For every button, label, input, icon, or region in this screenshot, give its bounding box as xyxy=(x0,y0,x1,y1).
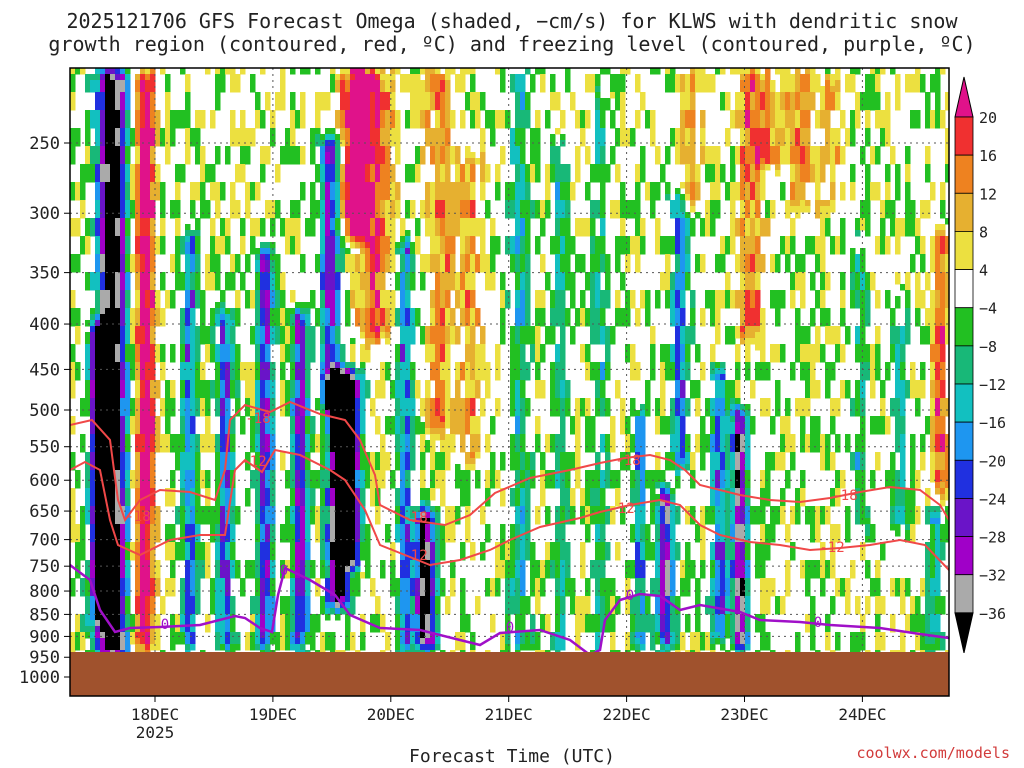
contour-dgz xyxy=(70,448,949,571)
colorbar-box xyxy=(954,192,974,232)
contour-label-red: -18 xyxy=(615,453,640,469)
colorbar-label: −24 xyxy=(979,490,1006,508)
colorbar-label: 4 xyxy=(979,262,988,280)
contour-label-red: -18 xyxy=(402,510,427,526)
x-tick-label: 24DEC xyxy=(838,705,886,724)
y-tick-label: 1000 xyxy=(19,668,60,688)
x-tick-label: 20DEC xyxy=(367,705,415,724)
x-tick-label: 21DEC xyxy=(485,705,533,724)
x-year-label: 2025 xyxy=(136,723,175,742)
chart-title-line2: growth region (contoured, red, ºC) and f… xyxy=(48,32,976,56)
contour-label-red: -18 xyxy=(125,509,150,525)
x-tick-label: 23DEC xyxy=(720,705,768,724)
contour-label-purple: 0 xyxy=(506,620,514,636)
y-tick-label: 850 xyxy=(29,605,60,625)
y-tick-label: 900 xyxy=(29,627,60,647)
y-tick-label: 750 xyxy=(29,557,60,577)
y-tick-label: 250 xyxy=(29,134,60,154)
x-tick-label: 18DEC xyxy=(131,705,179,724)
y-tick-label: 550 xyxy=(29,438,60,458)
contour-label-red: -12 xyxy=(609,501,634,517)
y-tick-label: 600 xyxy=(29,471,60,491)
colorbar-label: −8 xyxy=(979,338,997,356)
contour-label-red: -18 xyxy=(245,411,270,427)
contour-label-purple: 0 xyxy=(814,615,822,631)
x-tick-label: 19DEC xyxy=(249,705,297,724)
colorbar-box xyxy=(954,383,974,423)
credit-link[interactable]: coolwx.com/models xyxy=(856,744,1010,762)
colorbar-label: −32 xyxy=(979,567,1006,585)
contour-label-red: -12 xyxy=(241,454,266,470)
colorbar-label: −12 xyxy=(979,376,1006,394)
ground-terrain xyxy=(70,652,949,696)
y-tick-label: 400 xyxy=(29,315,60,335)
colorbar-label: 20 xyxy=(979,109,997,127)
contour-label-purple: 0 xyxy=(161,617,169,633)
colorbar-box xyxy=(954,154,974,194)
colorbar-box xyxy=(954,536,974,576)
contour-label-purple: 0 xyxy=(280,563,288,579)
contour-label-purple: 0 xyxy=(626,588,634,604)
y-tick-label: 650 xyxy=(29,502,60,522)
colorbar-top-arrow xyxy=(954,76,974,118)
colorbar-label: −20 xyxy=(979,452,1006,470)
colorbar-label: 16 xyxy=(979,147,997,165)
contour-label-red: -18 xyxy=(832,488,857,504)
colorbar-label: −16 xyxy=(979,414,1006,432)
y-tick-label: 300 xyxy=(29,204,60,224)
x-tick-label: 22DEC xyxy=(603,705,651,724)
colorbar-label: 8 xyxy=(979,223,988,241)
colorbar-box xyxy=(954,231,974,270)
contour-freezing-level xyxy=(70,564,949,657)
colorbar-label: −36 xyxy=(979,605,1006,623)
colorbar-box xyxy=(954,459,974,499)
y-tick-label: 700 xyxy=(29,531,60,551)
y-tick-label: 350 xyxy=(29,264,60,284)
y-tick-label: 450 xyxy=(29,360,60,380)
colorbar-label: 12 xyxy=(979,185,997,203)
colorbar-box xyxy=(954,574,974,614)
colorbar-box xyxy=(954,116,974,156)
colorbar-box xyxy=(954,307,974,347)
contour-label-red: -12 xyxy=(819,540,844,556)
contour-dgz xyxy=(70,400,949,527)
plot-frame xyxy=(69,67,950,697)
colorbar-box xyxy=(954,421,974,461)
y-tick-label: 950 xyxy=(29,648,60,668)
x-axis-title: Forecast Time (UTC) xyxy=(409,746,615,767)
y-tick-label: 800 xyxy=(29,582,60,602)
plot-area: -18 -18 -12 -18 -12 -18 -12 -18 -12 0 0 0 0 0 xyxy=(70,68,949,696)
contour-label-red: -12 xyxy=(402,548,427,564)
colorbar-label: −28 xyxy=(979,529,1006,547)
colorbar-box xyxy=(954,498,974,537)
colorbar-box xyxy=(954,269,974,309)
y-tick-label: 500 xyxy=(29,401,60,421)
colorbar-box xyxy=(954,345,974,385)
chart-title-line1: 2025121706 GFS Forecast Omega (shaded, −… xyxy=(66,9,958,33)
colorbar-label: −4 xyxy=(979,300,997,318)
colorbar-bottom-arrow xyxy=(954,612,974,653)
